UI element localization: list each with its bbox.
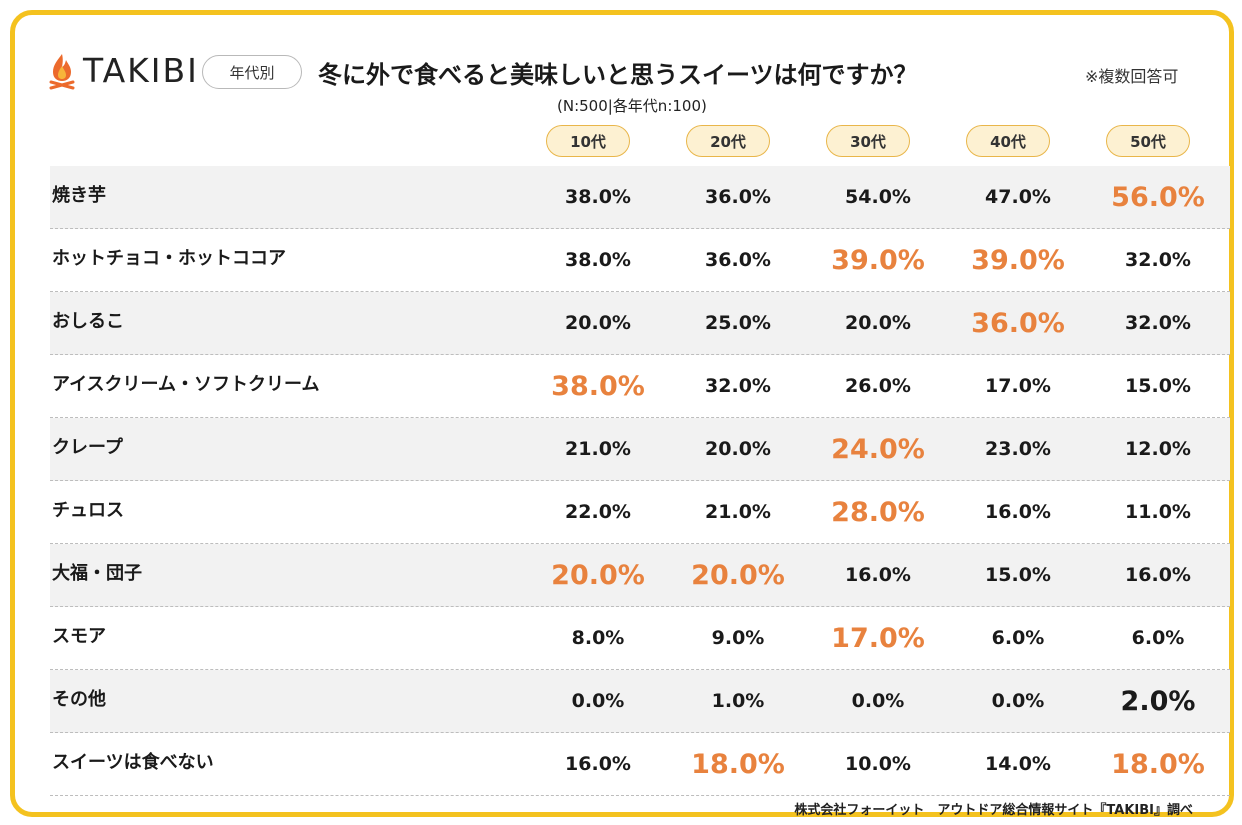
column-header-3: 30代 <box>826 125 910 157</box>
value-cell: 25.0% <box>705 312 771 334</box>
table-row: おしるこ 20.0% 25.0% 20.0% 36.0% 32.0% <box>50 292 1230 355</box>
value-cell: 1.0% <box>711 690 765 712</box>
column-header-2: 20代 <box>686 125 770 157</box>
logo-text: TAKIBI <box>83 51 199 90</box>
value-cell: 36.0% <box>705 186 771 208</box>
value-cell: 14.0% <box>985 753 1051 775</box>
value-cell: 39.0% <box>971 245 1065 276</box>
value-cell: 2.0% <box>1120 686 1196 717</box>
value-cell: 16.0% <box>845 564 911 586</box>
value-cell: 54.0% <box>845 186 911 208</box>
value-cell: 21.0% <box>565 438 631 460</box>
chart-frame: TAKIBI 年代別 冬に外で食べると美味しいと思うスイーツは何ですか？ ※複数… <box>10 10 1234 818</box>
value-cell: 23.0% <box>985 438 1051 460</box>
value-cell: 22.0% <box>565 501 631 523</box>
value-cell: 56.0% <box>1111 182 1205 213</box>
value-cell: 39.0% <box>831 245 925 276</box>
multiple-answer-note: ※複数回答可 <box>1085 67 1179 86</box>
value-cell: 17.0% <box>831 623 925 654</box>
value-cell: 32.0% <box>1125 312 1191 334</box>
column-header-5: 50代 <box>1106 125 1190 157</box>
campfire-icon <box>49 53 75 89</box>
value-cell: 11.0% <box>1125 501 1191 523</box>
value-cell: 18.0% <box>691 749 785 780</box>
row-label: クレープ <box>52 437 123 458</box>
row-label: スモア <box>52 626 106 647</box>
column-header-4: 40代 <box>966 125 1050 157</box>
row-label: スイーツは食べない <box>52 752 214 773</box>
value-cell: 17.0% <box>985 375 1051 397</box>
value-cell: 38.0% <box>551 371 645 402</box>
table-row: アイスクリーム・ソフトクリーム 38.0% 32.0% 26.0% 17.0% 15.0% <box>50 355 1230 418</box>
table-row: スモア 8.0% 9.0% 17.0% 6.0% 6.0% <box>50 607 1230 670</box>
value-cell: 16.0% <box>985 501 1051 523</box>
value-cell: 32.0% <box>1125 249 1191 271</box>
value-cell: 24.0% <box>831 434 925 465</box>
table-row: クレープ 21.0% 20.0% 24.0% 23.0% 12.0% <box>50 418 1230 481</box>
value-cell: 38.0% <box>565 249 631 271</box>
table-row: スイーツは食べない 16.0% 18.0% 10.0% 14.0% 18.0% <box>50 733 1230 796</box>
table-row: 大福・団子 20.0% 20.0% 16.0% 15.0% 16.0% <box>50 544 1230 607</box>
value-cell: 10.0% <box>845 753 911 775</box>
row-label: 大福・団子 <box>52 563 142 584</box>
value-cell: 32.0% <box>705 375 771 397</box>
value-cell: 28.0% <box>831 497 925 528</box>
value-cell: 15.0% <box>985 564 1051 586</box>
value-cell: 36.0% <box>705 249 771 271</box>
value-cell: 16.0% <box>565 753 631 775</box>
age-group-pill: 年代別 <box>202 55 302 89</box>
value-cell: 38.0% <box>565 186 631 208</box>
value-cell: 20.0% <box>691 560 785 591</box>
table-row: ホットチョコ・ホットココア 38.0% 36.0% 39.0% 39.0% 32.0% <box>50 229 1230 292</box>
table-row: 焼き芋 38.0% 36.0% 54.0% 47.0% 56.0% <box>50 166 1230 229</box>
row-label: 焼き芋 <box>52 185 106 206</box>
value-cell: 21.0% <box>705 501 771 523</box>
value-cell: 0.0% <box>991 690 1045 712</box>
value-cell: 6.0% <box>991 627 1045 649</box>
value-cell: 8.0% <box>571 627 625 649</box>
source-credit: 株式会社フォーイット アウトドア総合情報サイト『TAKIBI』調べ <box>794 803 1193 818</box>
column-header-1: 10代 <box>546 125 630 157</box>
value-cell: 15.0% <box>1125 375 1191 397</box>
value-cell: 16.0% <box>1125 564 1191 586</box>
data-table: 焼き芋 38.0% 36.0% 54.0% 47.0% 56.0% ホットチョコ・ホットココ… <box>50 166 1230 796</box>
row-label: チュロス <box>52 500 124 521</box>
value-cell: 0.0% <box>571 690 625 712</box>
value-cell: 20.0% <box>845 312 911 334</box>
table-row: その他 0.0% 1.0% 0.0% 0.0% 2.0% <box>50 670 1230 733</box>
row-label: アイスクリーム・ソフトクリーム <box>52 374 320 395</box>
takibi-logo: TAKIBI <box>47 51 199 90</box>
row-label: その他 <box>52 689 106 710</box>
row-label: ホットチョコ・ホットココア <box>52 248 286 269</box>
value-cell: 26.0% <box>845 375 911 397</box>
value-cell: 6.0% <box>1131 627 1185 649</box>
value-cell: 0.0% <box>851 690 905 712</box>
table-row: チュロス 22.0% 21.0% 28.0% 16.0% 11.0% <box>50 481 1230 544</box>
value-cell: 36.0% <box>971 308 1065 339</box>
sample-size-note: (N:500|各年代n:100) <box>557 97 707 115</box>
value-cell: 12.0% <box>1125 438 1191 460</box>
chart-title: 冬に外で食べると美味しいと思うスイーツは何ですか？ <box>318 61 918 89</box>
row-label: おしるこ <box>52 311 124 332</box>
value-cell: 20.0% <box>551 560 645 591</box>
value-cell: 20.0% <box>565 312 631 334</box>
value-cell: 9.0% <box>711 627 765 649</box>
value-cell: 18.0% <box>1111 749 1205 780</box>
value-cell: 47.0% <box>985 186 1051 208</box>
value-cell: 20.0% <box>705 438 771 460</box>
